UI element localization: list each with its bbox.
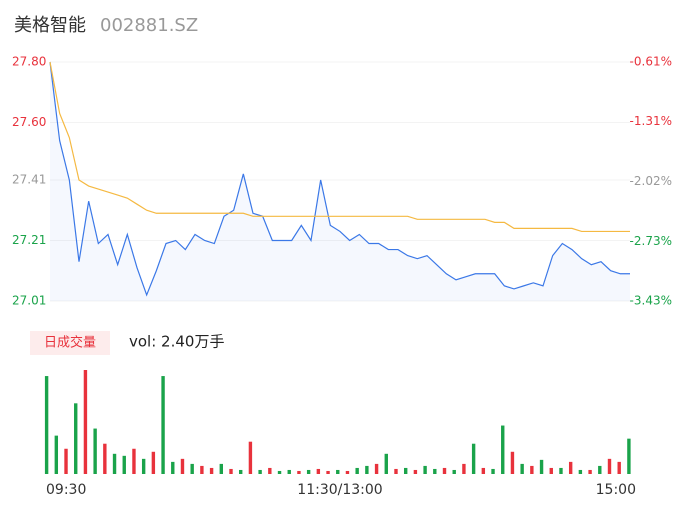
stock-name: 美格智能	[14, 15, 86, 36]
volume-bar	[190, 463, 194, 474]
volume-bar	[627, 438, 631, 474]
volume-bar	[539, 459, 544, 474]
volume-bar	[510, 451, 515, 474]
x-tick-label: 11:30/13:00	[297, 482, 382, 498]
volume-bar	[403, 467, 408, 474]
volume-bar	[607, 458, 612, 474]
volume-bar	[365, 465, 369, 474]
volume-bar	[462, 463, 466, 474]
y2-tick-label: -1.31%	[630, 114, 672, 128]
volume-bar	[471, 443, 476, 474]
volume-bar	[103, 443, 107, 474]
volume-bar	[559, 467, 563, 474]
volume-bar	[219, 463, 223, 474]
volume-bar	[413, 469, 418, 474]
volume-bar	[93, 428, 97, 474]
volume-bar	[481, 467, 486, 474]
volume-bar	[132, 448, 136, 474]
volume-bar	[433, 468, 437, 474]
y-tick-label: 27.60	[12, 115, 46, 129]
price-area	[50, 62, 630, 301]
volume-bar	[161, 376, 165, 474]
volume-bar	[297, 470, 301, 474]
volume-bar	[277, 470, 282, 474]
volume-bar	[239, 469, 243, 474]
volume-bar	[326, 470, 330, 474]
y-tick-label: 27.21	[12, 233, 46, 247]
volume-bar	[229, 468, 233, 474]
volume-label: vol: 2.40万手	[129, 333, 224, 351]
volume-bar	[374, 463, 379, 474]
volume-bar	[258, 469, 262, 474]
volume-bar	[151, 451, 156, 474]
volume-bar	[530, 465, 534, 474]
volume-bar	[306, 469, 311, 474]
volume-bar	[336, 469, 340, 474]
volume-bar	[578, 469, 583, 474]
volume-bar	[394, 468, 398, 474]
volume-bar	[171, 461, 175, 474]
y2-tick-label: -3.43%	[630, 294, 672, 308]
x-tick-label: 15:00	[596, 482, 636, 498]
volume-bar	[268, 467, 272, 474]
volume-bar	[520, 463, 524, 474]
price-line	[49, 61, 630, 297]
volume-bar	[491, 468, 495, 474]
volume-bar	[44, 376, 49, 474]
volume-bar	[384, 453, 388, 474]
volume-bar	[287, 469, 291, 474]
average-line	[49, 61, 630, 233]
volume-bar	[345, 470, 350, 474]
stock-code: 002881.SZ	[100, 15, 198, 36]
volume-bar	[64, 448, 68, 474]
volume-bar	[316, 468, 321, 474]
volume-bar	[141, 458, 146, 474]
x-tick-label: 09:30	[46, 482, 86, 498]
volume-badge: 日成交量	[44, 335, 96, 351]
volume-bar	[598, 465, 602, 474]
y2-tick-label: -0.61%	[630, 55, 672, 69]
volume-bar	[200, 465, 204, 474]
volume-bar	[549, 467, 553, 474]
y-tick-label: 27.41	[12, 172, 46, 186]
volume-bar	[617, 461, 621, 474]
volume-bar	[423, 465, 427, 474]
volume-bar	[355, 467, 359, 474]
volume-bar	[74, 403, 78, 474]
volume-bar	[112, 453, 117, 474]
y2-tick-label: -2.73%	[630, 234, 672, 248]
y-tick-label: 27.80	[12, 55, 46, 69]
volume-bar	[83, 370, 88, 474]
volume-bar	[248, 441, 253, 474]
volume-bar	[568, 461, 573, 474]
volume-bar	[180, 458, 185, 474]
volume-bar	[122, 455, 126, 474]
volume-bar	[501, 425, 505, 474]
volume-bar	[209, 467, 214, 474]
volume-bar	[54, 435, 59, 474]
y2-tick-label: -2.02%	[630, 174, 672, 188]
volume-bar	[588, 469, 592, 474]
volume-bar	[442, 467, 447, 474]
y-tick-label: 27.01	[12, 294, 46, 308]
volume-bar	[452, 469, 456, 474]
badge-bg	[30, 331, 110, 355]
